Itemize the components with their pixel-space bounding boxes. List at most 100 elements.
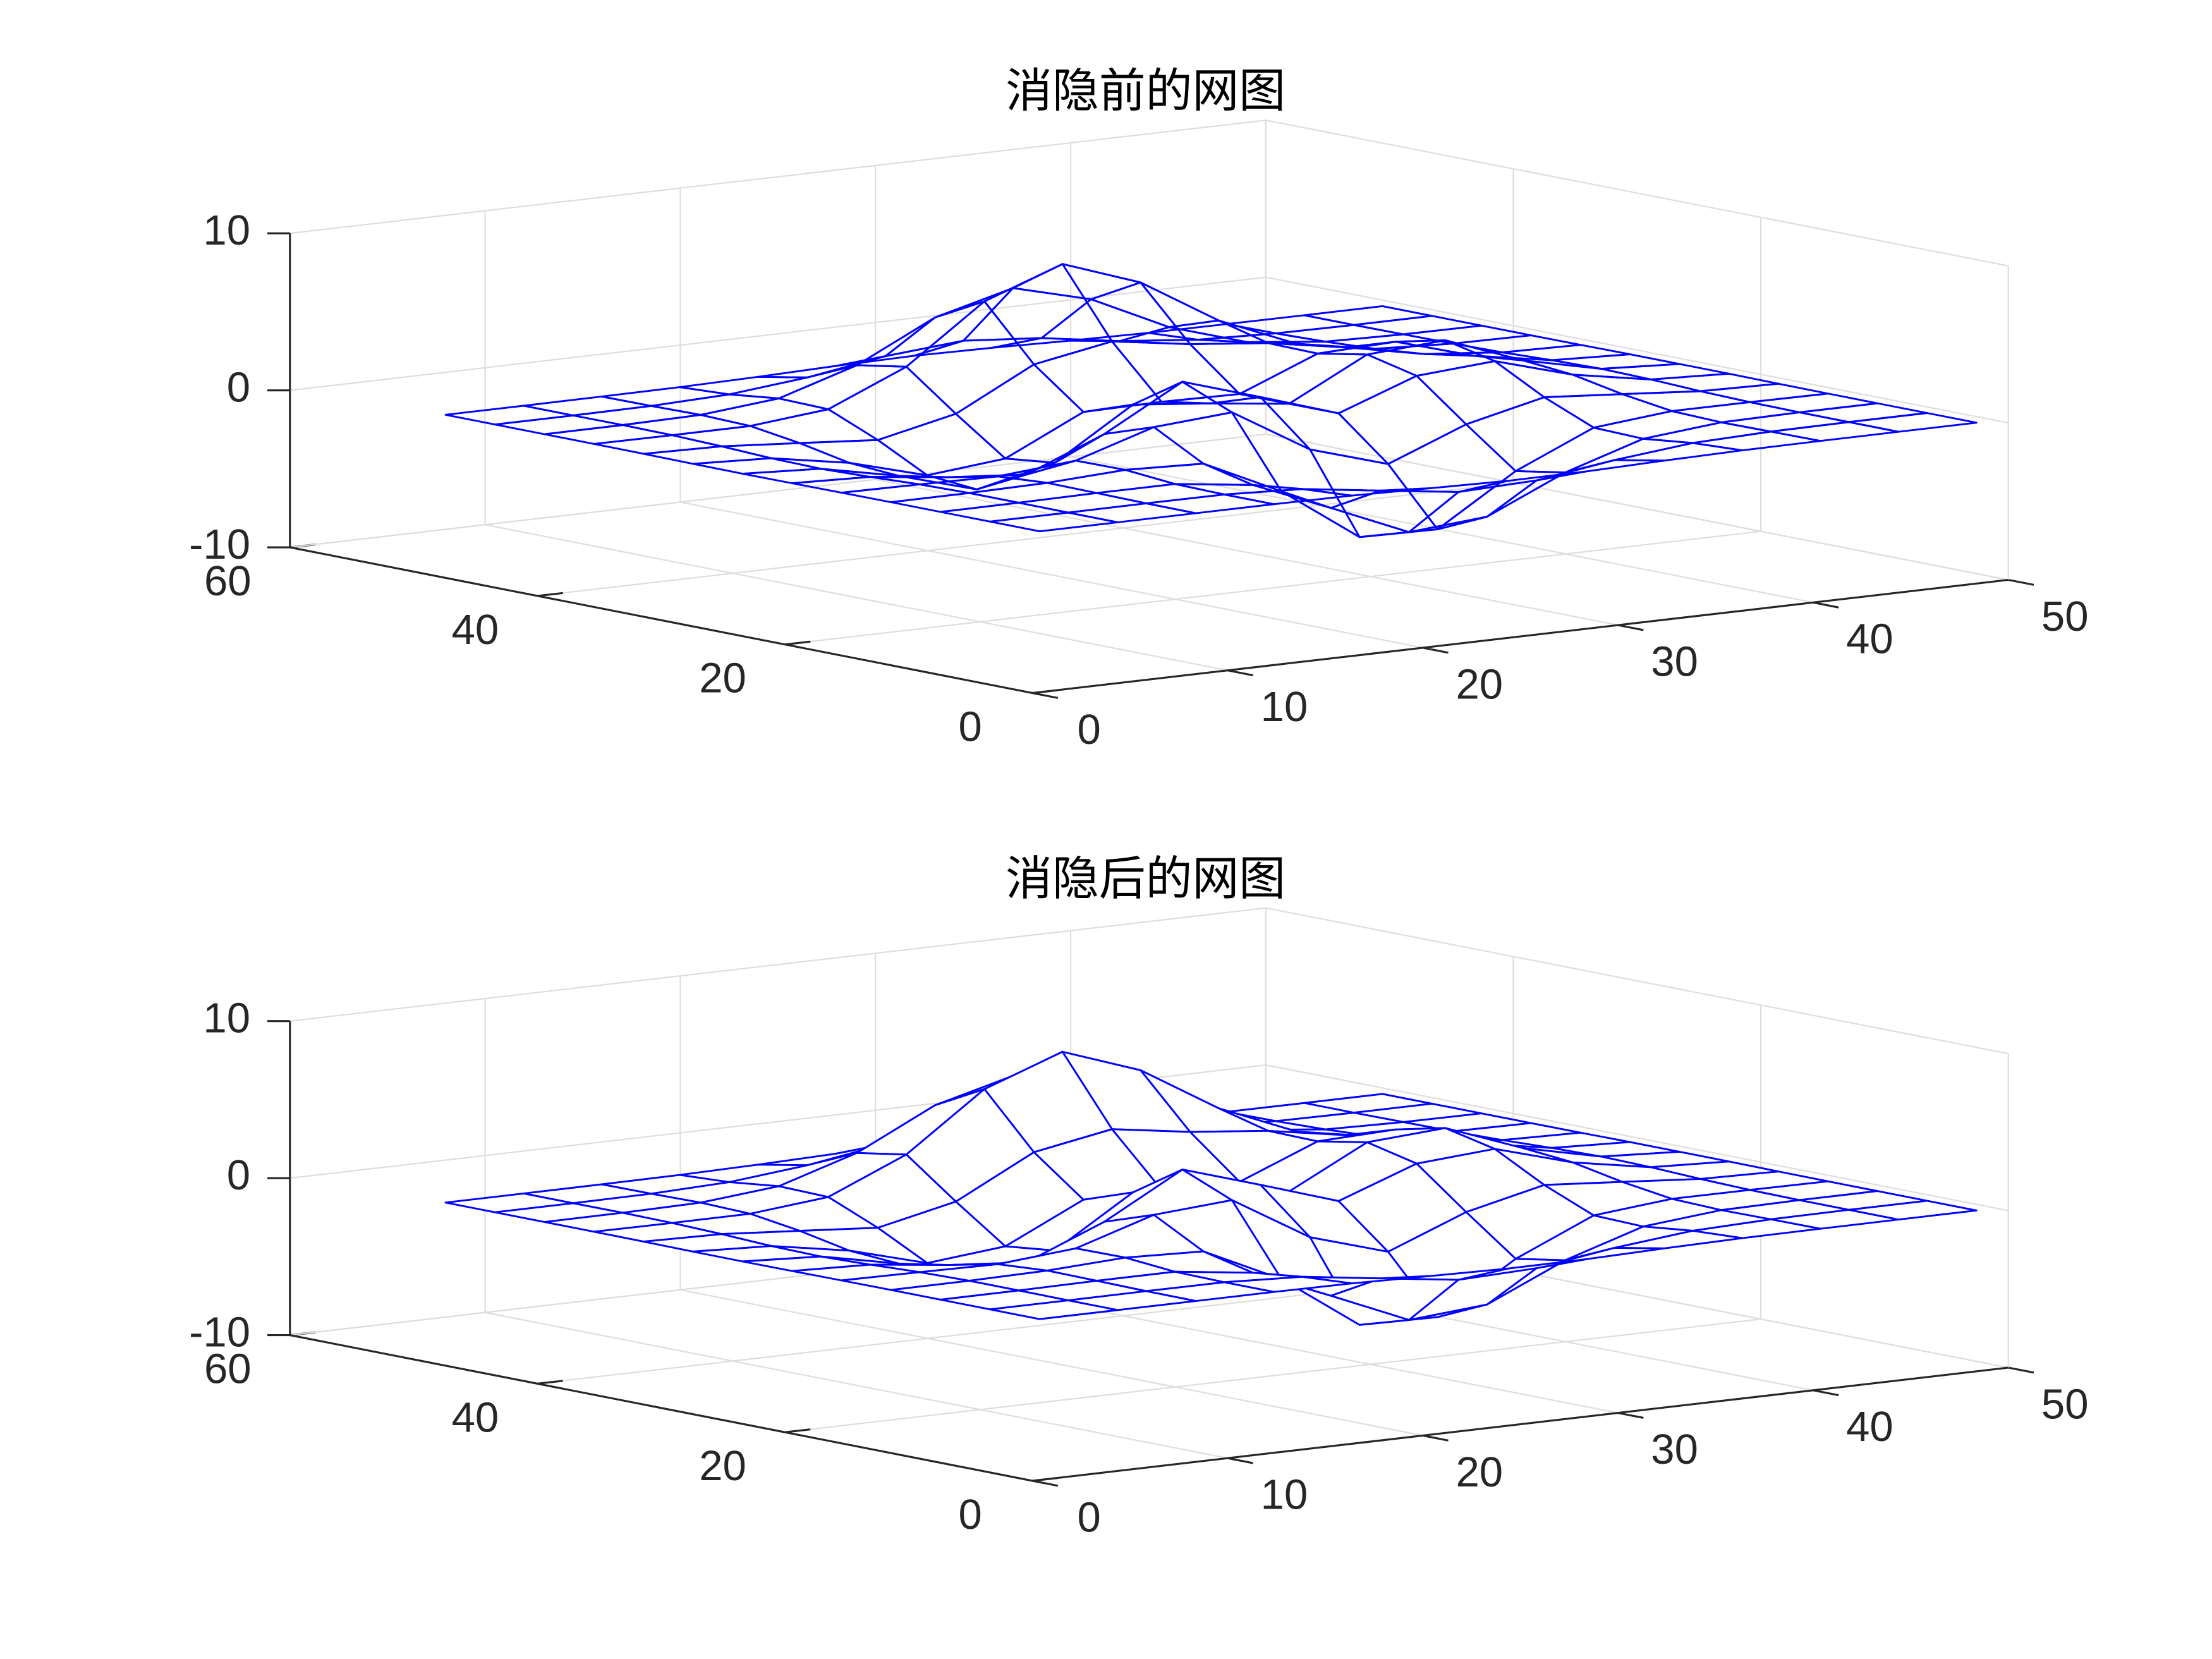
tick-mark	[1422, 1434, 1449, 1442]
tick-mark	[784, 640, 811, 646]
z-tick-label: 0	[227, 363, 250, 411]
mesh-cell	[679, 375, 808, 396]
tick-mark	[537, 1380, 563, 1385]
z-tick-label: -10	[189, 521, 250, 568]
mesh-cell	[1040, 298, 1170, 343]
tick-mark	[1227, 669, 1254, 677]
y-tick-label: 0	[958, 1491, 981, 1538]
tick-mark	[1813, 1389, 1839, 1397]
grid-line	[680, 501, 1423, 649]
mesh-cell	[1749, 392, 1879, 413]
mesh-cell	[1543, 393, 1673, 429]
z-tick-label: 10	[203, 994, 250, 1042]
mesh-cell	[1303, 305, 1433, 326]
mesh-cell	[905, 300, 1035, 415]
grid-line	[1070, 456, 1814, 604]
mesh-cell	[1387, 423, 1517, 530]
mesh-cell	[806, 316, 936, 379]
mesh-cell	[989, 511, 1119, 533]
mesh-cell	[572, 404, 702, 426]
mesh-cell	[841, 483, 970, 504]
grid-line	[784, 530, 1761, 645]
mesh-cell	[1847, 412, 1978, 433]
mesh-cell	[1033, 340, 1163, 413]
tick-mark	[2008, 1366, 2034, 1374]
grid-line	[1265, 1064, 2008, 1212]
tick-mark	[537, 592, 563, 597]
grid-line	[1265, 119, 2008, 267]
grid-line	[1265, 276, 2008, 424]
mesh-cell	[1551, 353, 1680, 370]
tick-mark	[1813, 601, 1839, 609]
mesh-cell	[1699, 382, 1829, 403]
grid-line	[537, 482, 1514, 597]
y-tick-label: 40	[452, 606, 499, 653]
mesh-cell	[544, 424, 673, 445]
tick-mark	[1422, 647, 1449, 654]
mesh-cell	[1486, 459, 1616, 518]
z-tick-label: -10	[189, 1308, 250, 1356]
x-tick-label: 0	[1077, 1493, 1100, 1541]
x-tick-label: 50	[2041, 1380, 2089, 1428]
mesh-cell	[1593, 410, 1723, 440]
mesh-cell	[1067, 502, 1197, 523]
x-tick-label: 30	[1651, 1426, 1698, 1473]
mesh-cell	[798, 439, 928, 477]
mesh-cell	[1090, 281, 1220, 329]
tick-mark	[784, 1428, 811, 1433]
grid-line	[485, 1311, 1228, 1459]
mesh-cell	[1650, 372, 1780, 392]
x-tick-label: 10	[1261, 683, 1308, 731]
mesh-cell	[1452, 334, 1582, 353]
mesh-cell	[954, 363, 1085, 460]
mesh-cell	[1280, 490, 1410, 538]
mesh-cell	[1352, 315, 1483, 336]
grid-line	[784, 1318, 1761, 1433]
chart-title: 消隐后的网图	[1006, 851, 1285, 906]
axis-line	[289, 1334, 1033, 1482]
mesh-cell	[1670, 401, 1801, 423]
mesh-cell	[494, 414, 624, 435]
mesh-cell	[1798, 402, 1928, 423]
mesh-cell	[1111, 340, 1241, 403]
grid-line	[875, 478, 1619, 626]
mesh-cell	[621, 413, 751, 437]
mesh-cell	[749, 408, 879, 444]
x-tick-label: 20	[1455, 660, 1503, 708]
axis-line	[289, 546, 1033, 695]
x-tick-label: 20	[1455, 1449, 1503, 1496]
mesh-cell	[593, 434, 723, 455]
mesh-cell	[1720, 411, 1850, 433]
grid-line	[680, 1289, 1423, 1437]
x-tick-label: 50	[2041, 593, 2089, 640]
mesh-cell	[939, 501, 1069, 523]
grid-line	[289, 433, 1267, 549]
chart-title: 消隐前的网图	[1006, 64, 1285, 118]
mesh-cell	[1416, 360, 1545, 425]
grid-line	[289, 119, 1267, 234]
x-tick-label: 40	[1846, 1403, 1893, 1450]
mesh-cell	[1061, 263, 1191, 345]
mesh-cell	[600, 386, 731, 407]
mesh-cell	[989, 1299, 1119, 1320]
y-tick-label: 20	[699, 655, 746, 702]
x-tick-label: 0	[1077, 706, 1100, 753]
axis-line	[1032, 1366, 2008, 1482]
mesh-cell	[1337, 375, 1468, 465]
z-tick-label: 10	[203, 207, 250, 254]
mesh-cell	[1103, 380, 1233, 435]
z-tick-label: 0	[227, 1152, 250, 1199]
tick-mark	[2008, 578, 2034, 586]
mesh-cell	[890, 492, 1020, 513]
mesh-cell	[983, 263, 1113, 366]
mesh-cell	[1225, 314, 1355, 334]
y-tick-label: 0	[958, 703, 981, 750]
mesh-cell	[1018, 492, 1148, 514]
x-tick-label: 30	[1651, 638, 1698, 686]
mesh-cell	[642, 445, 772, 465]
mesh-cell	[523, 395, 652, 416]
tick-mark	[1227, 1457, 1254, 1464]
mesh-cell	[700, 397, 830, 427]
mesh-cell	[1145, 493, 1275, 514]
